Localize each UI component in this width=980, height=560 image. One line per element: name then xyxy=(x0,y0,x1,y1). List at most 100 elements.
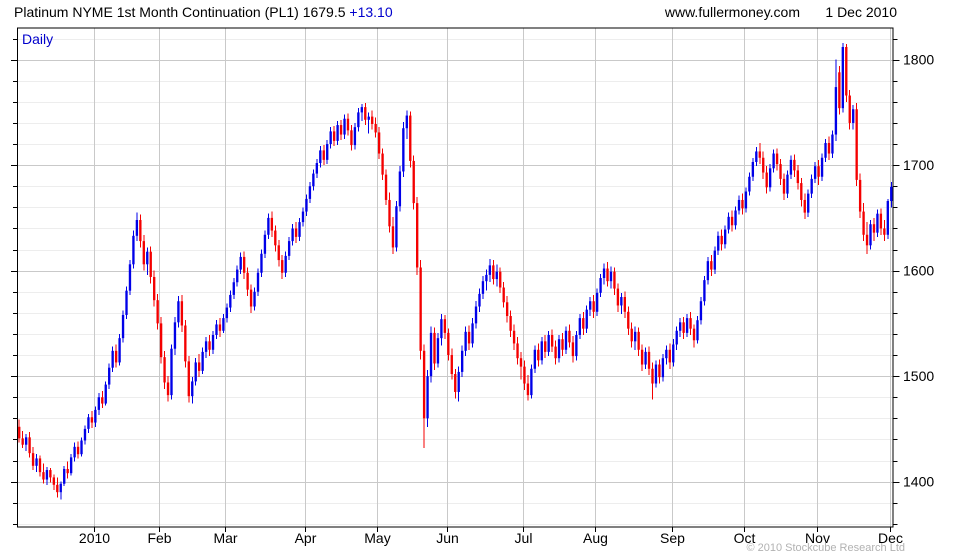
candle xyxy=(194,362,197,382)
candle xyxy=(360,107,363,113)
candle xyxy=(232,282,235,295)
candle xyxy=(827,142,831,154)
candle xyxy=(519,358,523,367)
candle xyxy=(526,383,530,396)
candle xyxy=(52,477,56,485)
candle xyxy=(571,342,575,357)
candle xyxy=(336,125,339,141)
candle xyxy=(426,376,429,419)
candle xyxy=(734,210,737,226)
candle xyxy=(706,261,710,281)
candle xyxy=(21,438,24,445)
candle xyxy=(83,428,87,441)
candle xyxy=(862,211,865,235)
chart-title: Platinum NYME 1st Month Continuation (PL… xyxy=(14,4,393,20)
y-axis-label: 1400 xyxy=(903,474,934,490)
candle xyxy=(94,409,97,423)
candle xyxy=(90,417,94,423)
candle xyxy=(253,291,256,307)
candle xyxy=(242,256,246,273)
candle xyxy=(218,324,222,331)
candle xyxy=(460,350,464,372)
candle xyxy=(391,226,395,248)
candle xyxy=(865,234,869,246)
candle xyxy=(550,334,554,347)
candle xyxy=(87,417,90,429)
candle xyxy=(634,331,637,342)
candle xyxy=(467,331,471,344)
candle xyxy=(180,301,184,326)
candle xyxy=(478,293,481,307)
website-label: www.fullermoney.com xyxy=(664,4,800,20)
candle xyxy=(869,224,872,246)
candle xyxy=(879,213,883,229)
candle xyxy=(578,318,582,335)
candle xyxy=(204,341,208,352)
candle xyxy=(495,271,498,280)
candle xyxy=(422,350,426,419)
candle xyxy=(813,166,817,179)
candle xyxy=(557,339,561,359)
candle xyxy=(537,349,540,361)
candle xyxy=(187,361,190,397)
candle xyxy=(377,132,381,154)
candle xyxy=(312,173,315,187)
x-axis-label: Jul xyxy=(515,530,533,546)
candle xyxy=(319,150,322,164)
x-axis-label: Nov xyxy=(805,530,830,546)
candle xyxy=(471,323,474,344)
candle xyxy=(371,116,374,125)
candle xyxy=(689,318,692,329)
candle xyxy=(263,234,267,254)
candle xyxy=(367,116,370,120)
candle xyxy=(429,332,433,377)
y-axis-label: 1600 xyxy=(903,263,934,279)
candle xyxy=(191,381,194,397)
candle xyxy=(748,176,751,192)
candle xyxy=(883,228,886,235)
candle xyxy=(533,349,537,369)
candle xyxy=(346,118,350,131)
candle xyxy=(246,272,249,290)
candle xyxy=(651,368,654,384)
candle xyxy=(696,320,699,341)
candle xyxy=(402,128,405,172)
candle xyxy=(654,364,658,384)
candle xyxy=(163,357,166,383)
candle xyxy=(332,131,336,141)
candle xyxy=(845,46,848,96)
candle xyxy=(481,281,485,294)
candle xyxy=(447,332,450,356)
candle xyxy=(197,362,201,371)
candle xyxy=(658,364,661,378)
candle xyxy=(485,274,488,282)
x-axis-label: Dec xyxy=(878,530,903,546)
candle xyxy=(768,168,772,188)
candle xyxy=(208,341,211,350)
candle xyxy=(395,206,398,248)
candle xyxy=(858,179,862,212)
candle xyxy=(388,199,391,227)
candle xyxy=(803,199,806,213)
candle xyxy=(492,265,495,280)
candle xyxy=(717,235,720,251)
candles-layer xyxy=(18,42,893,500)
candle xyxy=(488,265,492,275)
candle xyxy=(339,125,343,135)
candle xyxy=(540,341,543,361)
candle xyxy=(149,251,152,277)
candle xyxy=(727,216,730,230)
candle xyxy=(443,319,447,333)
candle xyxy=(267,217,270,235)
candle xyxy=(616,288,620,306)
candle xyxy=(108,367,111,385)
candle xyxy=(405,115,408,129)
candle xyxy=(800,183,803,200)
candle xyxy=(308,186,312,199)
candle xyxy=(111,350,114,368)
candle xyxy=(229,294,232,308)
candle xyxy=(758,151,761,158)
candle xyxy=(852,109,855,123)
